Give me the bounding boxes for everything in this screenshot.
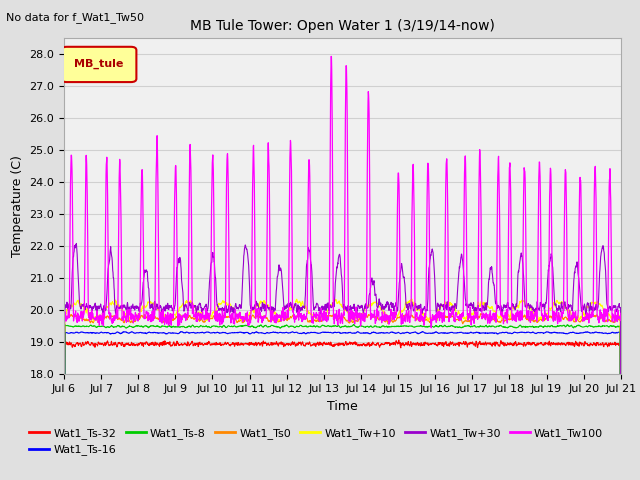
Line: Wat1_Ts-32: Wat1_Ts-32 [64,340,621,480]
Wat1_Ts0 [568,316,575,322]
Wat1_Ts-16 [584,329,591,335]
Wat1_Ts-16 [359,330,367,336]
Wat1_Tw100 [60,356,68,361]
Line: Wat1_Tw+30: Wat1_Tw+30 [64,243,621,480]
Wat1_Ts-16 [216,330,223,336]
Wat1_Tw100 [568,315,575,321]
Wat1_Tw100 [327,53,335,59]
Wat1_Tw100 [359,317,367,323]
Text: No data for f_Wat1_Tw50: No data for f_Wat1_Tw50 [6,12,145,23]
FancyBboxPatch shape [61,47,136,82]
Wat1_Tw+10 [584,304,591,310]
X-axis label: Time: Time [327,400,358,413]
Wat1_Tw100 [216,310,223,316]
Wat1_Ts-8 [504,324,512,330]
Wat1_Ts-32 [358,343,366,348]
Wat1_Ts-16 [504,330,512,336]
Line: Wat1_Tw+10: Wat1_Tw+10 [64,299,621,480]
Text: MB_tule: MB_tule [74,59,124,69]
Wat1_Ts-8 [216,324,223,330]
Wat1_Ts0 [477,311,484,317]
Wat1_Ts-8 [568,323,575,329]
Wat1_Ts0 [371,314,378,320]
Wat1_Ts-16 [177,329,185,335]
Wat1_Tw+30 [568,307,575,312]
Line: Wat1_Ts-8: Wat1_Ts-8 [64,324,621,480]
Wat1_Tw+10 [358,312,366,318]
Wat1_Tw100 [371,312,379,318]
Wat1_Ts-32 [504,341,512,347]
Wat1_Tw+30 [504,304,512,310]
Wat1_Ts-8 [359,324,367,329]
Wat1_Tw+10 [568,313,575,319]
Wat1_Ts-8 [371,323,379,329]
Wat1_Tw+10 [216,301,223,307]
Wat1_Tw100 [617,311,625,316]
Wat1_Tw+30 [371,289,379,295]
Y-axis label: Temperature (C): Temperature (C) [11,156,24,257]
Line: Wat1_Ts0: Wat1_Ts0 [64,314,621,480]
Wat1_Tw100 [504,242,512,248]
Wat1_Tw+30 [617,468,625,474]
Wat1_Ts-32 [371,342,378,348]
Wat1_Ts-16 [371,330,379,336]
Legend: Wat1_Ts-32, Wat1_Ts-16, Wat1_Ts-8, Wat1_Ts0, Wat1_Tw+10, Wat1_Tw+30, Wat1_Tw100: Wat1_Ts-32, Wat1_Ts-16, Wat1_Ts-8, Wat1_… [25,424,607,460]
Wat1_Tw+30 [72,240,80,246]
Wat1_Ts0 [216,313,223,319]
Wat1_Tw+30 [584,301,591,307]
Wat1_Tw+30 [216,306,223,312]
Line: Wat1_Tw100: Wat1_Tw100 [64,56,621,359]
Wat1_Ts-32 [216,341,223,347]
Wat1_Ts0 [358,314,366,320]
Wat1_Ts-32 [568,340,575,346]
Wat1_Ts-8 [584,324,591,330]
Wat1_Ts-32 [584,342,591,348]
Wat1_Ts-32 [395,337,403,343]
Wat1_Tw100 [584,314,591,320]
Wat1_Ts-8 [350,322,358,327]
Title: MB Tule Tower: Open Water 1 (3/19/14-now): MB Tule Tower: Open Water 1 (3/19/14-now… [190,19,495,33]
Line: Wat1_Ts-16: Wat1_Ts-16 [64,332,621,480]
Wat1_Ts0 [504,316,512,322]
Wat1_Tw+10 [371,299,378,305]
Wat1_Tw+30 [359,307,367,313]
Wat1_Tw+10 [504,312,512,317]
Wat1_Ts0 [584,316,591,322]
Wat1_Tw+10 [408,296,416,302]
Wat1_Ts-16 [568,330,575,336]
